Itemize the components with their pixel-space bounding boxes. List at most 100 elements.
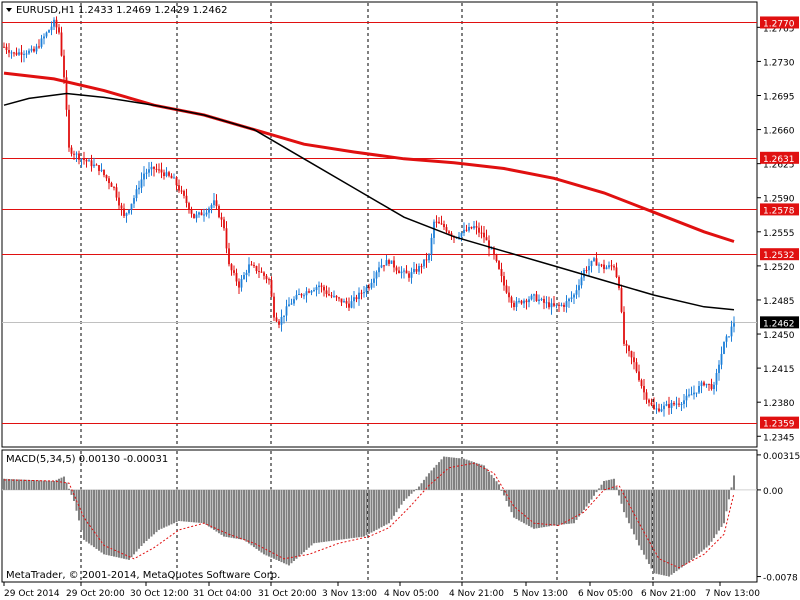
candle-body [270,280,273,297]
candle-body [120,205,123,209]
macd-bar [425,476,428,490]
candle-body [513,302,515,308]
candle-body [85,160,88,162]
macd-bar [90,489,93,546]
candle-body [630,351,633,358]
macd-bar [448,457,450,490]
candle-body [703,382,705,386]
macd-bar [563,489,565,525]
candle-body [173,177,175,179]
candle-body [345,301,348,304]
macd-bar [290,489,293,564]
candle-body [210,205,213,209]
time-tick-label: 31 Oct 04:00 [193,589,252,599]
macd-bar [45,480,48,490]
candle-body [55,19,58,28]
macd-bar [413,489,415,492]
candle-body [663,405,665,410]
candle-body [680,404,683,406]
candle-body [488,240,490,249]
macd-bar [123,489,125,559]
candle-body [375,272,378,279]
candle-body [503,276,505,286]
macd-bar [235,489,238,539]
macd-bar [328,489,330,542]
candle-body [293,299,295,304]
macd-bar [225,489,228,537]
candle-body [333,295,335,297]
candle-body [360,292,363,294]
macd-bar [170,489,173,525]
macd-bar [553,489,555,526]
candle-body [655,408,658,410]
candle-body [343,301,345,303]
candle-body [303,295,305,297]
candle-body [648,399,650,403]
candle-body [528,299,530,303]
candle-body [105,175,108,179]
candle-body [548,302,550,308]
candle-body [143,173,145,180]
candle-body [190,209,193,214]
candle-body [373,278,375,283]
candle-body [128,209,130,214]
candle-body [285,306,288,316]
price-level-tag-label: 1.2770 [763,19,795,29]
price-level-tag-label: 1.2578 [763,206,795,216]
chevron-down-icon[interactable] [6,8,12,12]
macd-bar [103,489,105,555]
macd-bar [135,489,138,552]
macd-bar [388,489,390,524]
candle-body [98,165,100,171]
macd-bar [140,489,143,546]
candle-body [133,198,135,204]
candle-body [568,298,570,302]
macd-bar [635,489,638,540]
macd-bar [433,467,435,490]
candle-body [460,232,463,237]
macd-bar [455,457,458,490]
macd-bar [75,489,78,511]
macd-bar [575,489,578,520]
candle-body [130,203,133,210]
macd-bar [533,489,535,529]
price-tick-label: 1.2450 [763,331,795,341]
candle-body [700,382,703,387]
macd-bar [688,489,690,563]
candle-body [280,316,283,325]
candle-body [43,36,45,39]
time-tick-label: 5 Nov 13:00 [513,589,568,599]
candle-body [365,287,368,293]
candle-body [235,272,238,282]
candle-body [403,270,405,272]
candle-body [628,345,630,352]
macd-bar [690,489,693,561]
candle-body [218,206,220,218]
macd-bar [485,468,488,490]
candle-body [338,297,340,299]
candle-body [468,226,470,231]
candle-body [268,279,270,281]
candle-body [240,279,243,288]
macd-bar [450,457,453,490]
macd-bar [343,489,345,540]
current-price-tag [760,316,799,329]
candle-body [230,264,233,271]
macd-bar [695,489,698,556]
candle-body [368,287,370,289]
candle-body [195,214,198,219]
candle-body [263,272,265,276]
macd-bar [238,489,240,540]
price-tick-label: 1.2590 [763,195,795,205]
macd-bar [8,479,10,490]
candle-body [348,303,350,308]
macd-bar [5,478,8,490]
macd-bar [158,489,160,530]
macd-bar [70,489,73,495]
macd-tick-label: 0.00315 [763,452,800,462]
candle-body [730,326,733,337]
macd-bar [505,489,508,501]
candle-body [510,297,513,303]
candle-body [340,298,343,303]
